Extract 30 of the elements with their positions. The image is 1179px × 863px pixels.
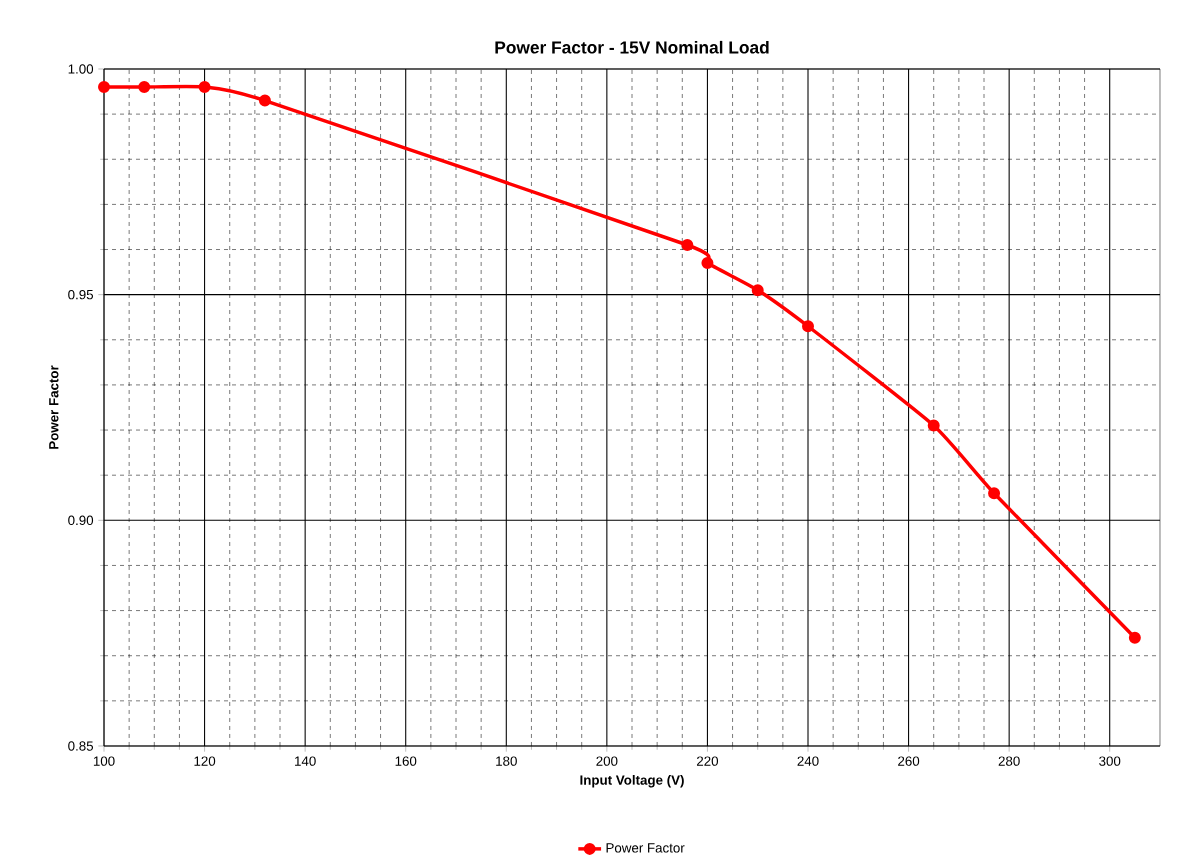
point xyxy=(701,257,714,270)
x-tick-label: 280 xyxy=(998,756,1020,766)
x-tick-label: 140 xyxy=(295,756,316,766)
y-tick-label: 0.95 xyxy=(68,289,94,300)
x-tick-label: 260 xyxy=(898,756,920,766)
point xyxy=(138,81,151,94)
legend-label: Power Factor xyxy=(606,843,685,853)
y-axis-title: Power Factor xyxy=(49,365,59,449)
y-tick-label: 0.90 xyxy=(68,515,94,526)
point xyxy=(751,284,764,297)
x-tick-label: 160 xyxy=(395,756,417,766)
x-tick-label: 240 xyxy=(797,756,819,766)
point xyxy=(98,81,111,94)
chart-title: Power Factor - 15V Nominal Load xyxy=(495,40,769,54)
point xyxy=(1128,631,1141,644)
y-tick-label: 1.00 xyxy=(68,64,94,74)
point xyxy=(198,81,211,94)
x-axis-title: Input Voltage (V) xyxy=(580,774,684,788)
point xyxy=(681,239,694,252)
point xyxy=(927,419,940,432)
y-tick-label: 0.85 xyxy=(68,741,94,751)
x-tick-label: 180 xyxy=(496,756,517,766)
x-tick-label: 200 xyxy=(596,756,618,766)
x-tick-label: 300 xyxy=(1099,756,1121,766)
point xyxy=(988,487,1001,500)
point xyxy=(258,94,271,107)
x-tick-label: 100 xyxy=(93,756,115,766)
x-tick-label: 120 xyxy=(194,756,216,766)
x-tick-label: 220 xyxy=(696,756,719,766)
point xyxy=(802,320,815,333)
